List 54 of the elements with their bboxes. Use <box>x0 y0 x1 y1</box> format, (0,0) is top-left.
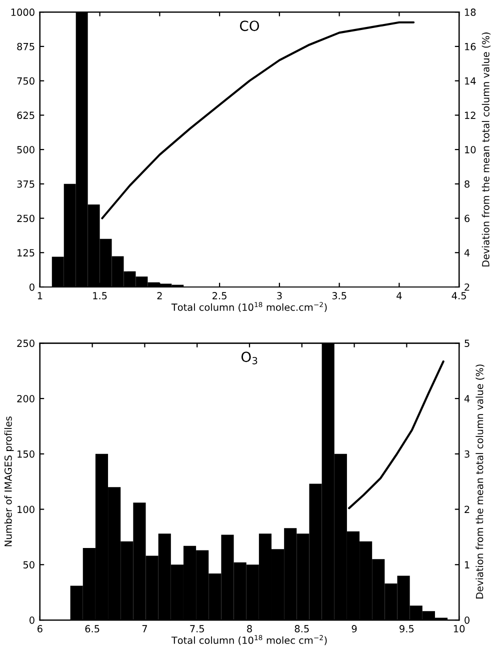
y-tick-label: 150 <box>18 450 34 458</box>
y2-tick-label: 4 <box>464 395 470 402</box>
x-tick-label: 3.5 <box>332 292 346 300</box>
x-axis-title: Total column (10$^{18}$ molec cm$^{−2}$) <box>171 635 327 646</box>
y-tick-label: 750 <box>17 77 34 85</box>
y-axis-title: Number of IMAGES profiles <box>4 416 14 546</box>
y2-tick-label: 14 <box>465 77 476 84</box>
x-tick-label: 2 <box>157 292 162 300</box>
x-tick-label: 9.5 <box>400 625 414 632</box>
x-axis-title: Total column (10$^{18}$ molec.cm$^{−2}$) <box>171 302 327 312</box>
y-tick-label: 0 <box>30 283 34 291</box>
y-tick-label: 500 <box>17 146 34 154</box>
y2-axis-title: Deviation from the mean total column value (%) <box>476 364 484 598</box>
y2-tick-label: 3 <box>464 450 470 458</box>
y2-tick-label: 10 <box>465 146 476 154</box>
y2-tick-label: 1 <box>465 561 470 568</box>
x-tick-label: 7 <box>142 625 147 632</box>
y-tick-label: 375 <box>17 180 34 188</box>
y-tick-label: 100 <box>18 506 34 514</box>
y2-tick-label: 12 <box>465 112 476 119</box>
y-tick-label: 875 <box>17 42 34 50</box>
y2-axis-title: Deviation from the mean total column value (%) <box>482 32 491 266</box>
text: O$_{3}$ <box>241 352 258 364</box>
chart-title: CO <box>240 20 260 32</box>
x-tick-label: 6 <box>38 625 42 632</box>
x-tick-label: 9 <box>352 625 357 632</box>
x-tick-label: 8 <box>247 625 252 632</box>
y2-tick-label: 16 <box>465 42 476 50</box>
y2-tick-label: 6 <box>464 214 470 222</box>
y2-tick-label: 18 <box>465 8 476 16</box>
y2-tick-label: 5 <box>464 340 470 347</box>
y2-tick-label: 0 <box>464 616 470 624</box>
x-tick-label: 7.5 <box>190 625 204 632</box>
y-tick-label: 625 <box>17 112 34 120</box>
y-tick-label: 200 <box>17 395 34 402</box>
y2-tick-label: 8 <box>464 180 470 188</box>
y-tick-label: 250 <box>17 340 34 347</box>
x-tick-label: 4 <box>396 292 402 300</box>
x-tick-label: 10 <box>454 625 465 632</box>
y2-tick-label: 2 <box>464 506 470 513</box>
y-tick-label: 250 <box>17 214 34 222</box>
x-tick-label: 1.5 <box>93 292 107 300</box>
x-tick-label: 6.5 <box>85 625 100 632</box>
y-tick-label: 125 <box>18 249 34 256</box>
x-tick-label: 8.5 <box>294 625 309 632</box>
y-tick-label: 1000 <box>11 8 34 16</box>
y-tick-label: 50 <box>23 561 34 568</box>
y-tick-label: 0 <box>30 616 34 624</box>
y2-tick-label: 4 <box>464 249 470 256</box>
y2-tick-label: 2 <box>464 283 470 291</box>
x-tick-label: 3 <box>277 292 282 300</box>
x-tick-label: 2.5 <box>212 292 226 300</box>
x-tick-label: 1 <box>38 292 42 300</box>
x-tick-label: 4.5 <box>452 292 466 300</box>
